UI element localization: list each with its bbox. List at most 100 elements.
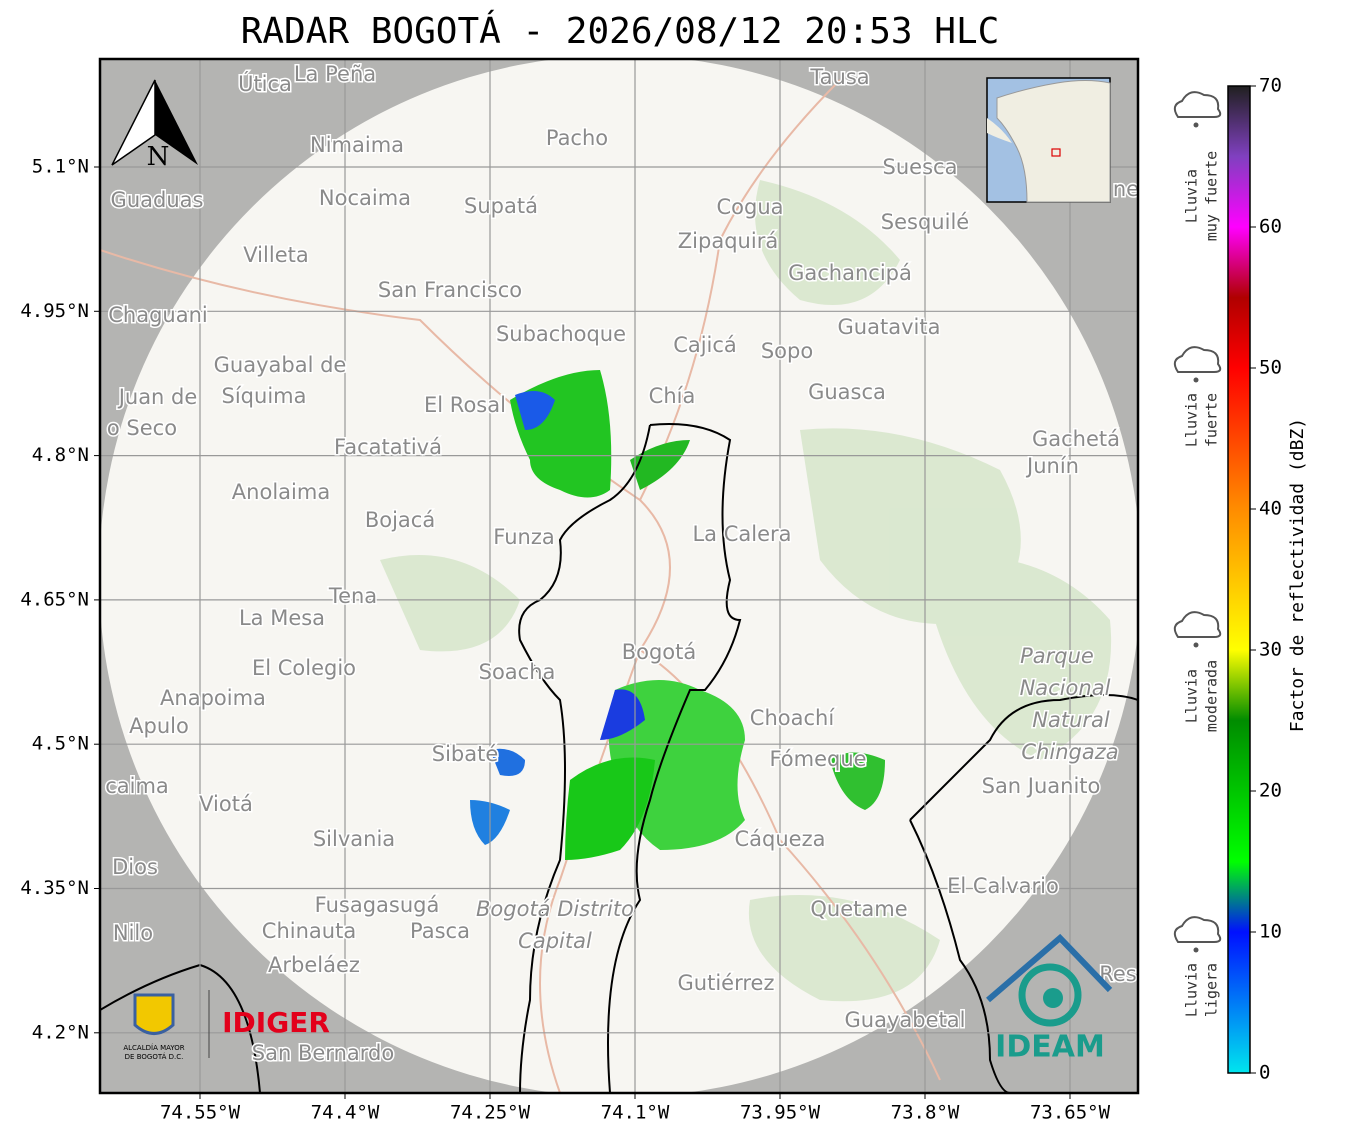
inset-map (986, 77, 1111, 203)
place-label: Choachí (750, 706, 836, 730)
title: RADAR BOGOTÁ - 2026/08/12 20:53 HLC (241, 10, 1000, 52)
legend-label: Lluvia (1183, 669, 1201, 723)
place-label: Guayabal de (214, 353, 347, 377)
lon-tick-label: 73.95°W (740, 1102, 821, 1124)
colorbar-tick-label: 0 (1259, 1062, 1270, 1084)
place-label: Juan de (117, 385, 198, 409)
colorbar-tick-label: 20 (1259, 780, 1282, 802)
place-label: Tausa (809, 65, 869, 89)
idiger-logo: IDIGER (222, 1006, 330, 1039)
place-label: Silvania (313, 827, 395, 851)
place-label: Sesquilé (881, 210, 969, 234)
place-label: Anapoima (160, 686, 266, 710)
legend-item: Lluvia muy fuerte (1173, 91, 1222, 241)
colorbar-tick-label: 10 (1259, 921, 1282, 943)
place-label: Anolaima (232, 480, 330, 504)
place-label: Nocaima (319, 186, 411, 210)
lat-tick-label: 4.2°N (32, 1021, 89, 1043)
place-label: Gutiérrez (678, 971, 775, 995)
axis-ticks: 5.1°N 4.95°N 4.8°N 4.65°N 4.5°N 4.35°N 4.2°N 74… (20, 156, 1110, 1124)
place-label: Cáqueza (735, 827, 826, 851)
map: Útica La Peña Tausa Pacho Nimaima Guaduas Noca… (100, 59, 1139, 1093)
place-label: Cogua (716, 195, 783, 219)
boundaries (100, 423, 1138, 1093)
north-arrow: N (111, 79, 198, 172)
cloud-icon (1173, 611, 1222, 638)
place-label: Pasca (410, 919, 470, 943)
colorbar-tick-label: 40 (1259, 498, 1282, 520)
lat-tick-label: 5.1°N (32, 156, 89, 178)
place-label: Dios (112, 855, 158, 879)
place-label: Natural (1032, 708, 1110, 732)
colorbar-tick-label: 50 (1259, 357, 1282, 379)
place-label: Gachancipá (788, 261, 912, 285)
place-label: Tena (328, 584, 377, 608)
place-label: Quetame (810, 897, 907, 921)
radar-range (100, 59, 1138, 1093)
lat-tick-label: 4.5°N (32, 733, 89, 755)
place-label: Subachoque (496, 322, 626, 346)
place-label: Apulo (129, 714, 189, 738)
cloud-icon (1173, 916, 1222, 943)
lat-tick-label: 4.8°N (32, 444, 89, 466)
place-label: ne (1113, 177, 1139, 201)
lon-tick-label: 74.55°W (160, 1102, 241, 1124)
alcaldia-logo: ALCALDÍA MAYOR DE BOGOTÁ D.C. (123, 990, 210, 1061)
place-label: El Colegio (252, 656, 356, 680)
place-label: Guasca (808, 380, 886, 404)
colorbar-tick-label: 70 (1259, 75, 1282, 97)
legend-label: muy fuerte (1203, 151, 1221, 241)
place-label: Supatá (464, 194, 538, 218)
place-label: o Seco (107, 416, 177, 440)
rain-drop (1193, 377, 1199, 383)
legend-label: Lluvia (1183, 963, 1201, 1017)
place-label: caima (105, 774, 169, 798)
lon-tick-label: 73.65°W (1030, 1102, 1111, 1124)
place-label: Bogotá (622, 640, 697, 664)
lon-tick-label: 74.25°W (450, 1102, 531, 1124)
radar-echoes (470, 370, 885, 860)
place-label: Villeta (243, 243, 308, 267)
place-label: La Calera (692, 522, 791, 546)
place-label: Nacional (1020, 676, 1111, 700)
place-label: Cajicá (673, 333, 737, 357)
legend-item: Lluvia fuerte (1173, 346, 1222, 447)
place-label: La Mesa (239, 606, 325, 630)
legend-label: moderada (1203, 660, 1221, 732)
lat-tick-label: 4.65°N (20, 588, 89, 610)
legend-label: fuerte (1203, 393, 1221, 447)
place-label: Guaduas (111, 188, 204, 212)
lon-tick-label: 74.1°W (601, 1102, 670, 1124)
place-label: Guatavita (838, 315, 941, 339)
place-label: Bojacá (365, 508, 435, 532)
place-label: Fómeque (769, 747, 866, 771)
place-label: Junín (1025, 454, 1079, 478)
place-label: Zipaquirá (678, 229, 778, 253)
place-label: Arbeláez (268, 953, 360, 977)
place-label: La Peña (294, 62, 376, 86)
ideam-logo: IDEAM (986, 933, 1113, 1065)
cloud-icon (1173, 91, 1222, 118)
place-label: Chinauta (262, 919, 356, 943)
alcaldia-text: DE BOGOTÁ D.C. (125, 1052, 184, 1061)
colorbar-tick-label: 30 (1259, 639, 1282, 661)
legend-label: Lluvia (1183, 393, 1201, 447)
rain-drop (1193, 642, 1199, 648)
legend-item: Lluvia moderada (1173, 611, 1222, 732)
lon-tick-label: 73.8°W (891, 1102, 960, 1124)
place-label: San Juanito (982, 774, 1101, 798)
north-label: N (147, 142, 170, 172)
place-label: Viotá (199, 792, 253, 816)
place-label: Suesca (883, 155, 958, 179)
legend-label: Lluvia (1183, 169, 1201, 223)
legend-label: ligera (1203, 963, 1221, 1017)
colorbar (1227, 85, 1251, 1074)
lat-tick-label: 4.95°N (20, 300, 89, 322)
place-labels: Útica La Peña Tausa Pacho Nimaima Guaduas Noca… (104, 61, 1139, 1067)
place-label: Fusagasugá (315, 893, 440, 917)
place-label: El Rosal (424, 393, 506, 417)
place-label: Nilo (113, 921, 153, 945)
map-frame (98, 57, 1140, 1095)
place-label: Sopo (761, 339, 813, 363)
place-label: Pacho (546, 126, 608, 150)
